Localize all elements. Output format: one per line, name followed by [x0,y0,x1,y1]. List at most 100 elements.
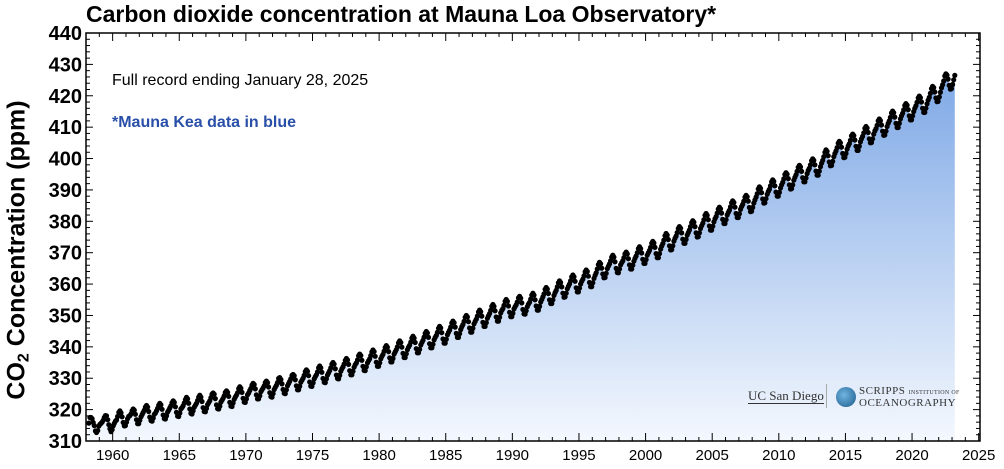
data-point [776,189,783,195]
data-point [599,265,605,271]
data-point [602,274,608,281]
data-point [278,376,284,383]
data-point [763,196,769,202]
data-point [678,225,684,231]
data-point [931,85,937,91]
data-point [424,330,430,336]
data-point [350,368,356,374]
data-point [377,360,383,366]
data-point [837,140,844,146]
y-tick-label: 380 [49,211,82,233]
data-point [904,102,910,108]
data-point [283,387,289,393]
data-point [504,298,510,304]
data-point [226,393,232,399]
data-point [297,383,303,389]
data-point [257,393,263,399]
data-point [386,349,392,355]
data-point [264,380,271,386]
data-point [594,266,600,272]
y-tick-label: 360 [49,274,82,296]
data-point [691,219,697,225]
data-point [571,274,577,280]
data-point [479,313,485,319]
logo-divider [826,384,827,408]
data-point [830,158,836,164]
data-point [865,129,871,136]
data-point [852,137,858,143]
axis-ticks [85,32,980,442]
data-point [225,389,231,395]
data-point [679,230,685,236]
data-point [918,99,925,105]
data-point [611,254,617,260]
data-point [581,273,587,279]
data-point [661,237,667,243]
data-point [372,353,378,359]
data-point [474,313,480,319]
scripps-seal-icon [836,387,856,407]
data-point [554,284,560,290]
data-point [439,330,445,336]
x-tick-label: 2005 [696,447,729,464]
data-point [917,95,924,101]
x-tick-label: 2010 [762,447,795,464]
data-point [812,162,818,168]
data-point [825,153,831,159]
data-point [243,396,249,402]
data-point [937,89,944,95]
data-point [314,369,321,375]
data-point [908,117,915,123]
data-point [704,212,710,218]
data-point [483,320,489,326]
data-point [159,406,165,412]
data-point [559,284,565,290]
data-point [531,292,537,298]
data-point [901,107,907,113]
data-point [951,77,957,83]
data-point [838,144,845,150]
data-point [304,368,311,374]
data-point [497,314,503,320]
data-point [829,162,835,168]
data-point [639,250,645,256]
data-point [438,325,444,331]
data-point [572,278,578,284]
data-points [86,71,958,436]
data-point [491,303,497,309]
data-point [772,183,778,189]
data-point [106,422,112,428]
data-point [855,147,861,153]
data-point [319,369,325,375]
data-point [598,261,604,267]
data-point [797,164,804,170]
y-tick-label: 440 [49,23,82,45]
data-point [274,380,281,386]
data-point [523,308,529,314]
x-tick-label: 1960 [96,447,129,464]
data-point [892,114,898,120]
data-point [759,190,765,196]
data-point [856,143,862,149]
data-point [624,251,630,257]
data-point [198,394,204,400]
data-point [310,380,316,386]
mauna-kea-annotation: *Mauna Kea data in blue [112,114,297,131]
data-point [736,211,743,217]
data-point [754,191,760,197]
data-point [811,157,817,163]
data-point [874,122,880,128]
data-point [923,105,929,111]
data-point [590,280,596,286]
data-point [358,353,364,359]
data-point [115,413,121,420]
data-point [177,410,183,416]
data-point [762,200,768,206]
data-point [843,150,849,157]
chart-title: Carbon dioxide concentration at Mauna Lo… [86,1,717,27]
data-point [235,390,241,396]
x-tick-label: 1970 [229,447,262,464]
data-point [824,148,830,154]
data-point [616,266,623,272]
data-point [119,414,125,420]
